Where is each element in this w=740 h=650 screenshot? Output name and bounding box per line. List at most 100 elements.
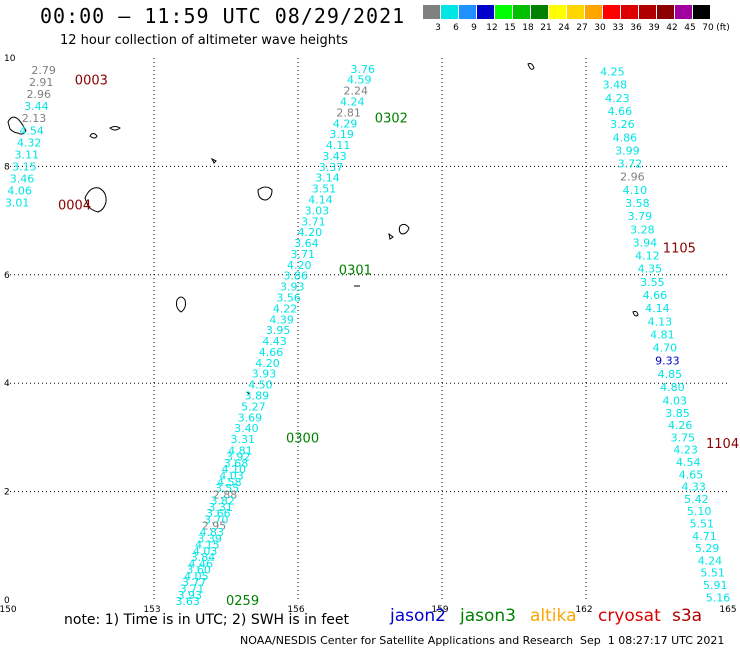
wave-height-value: 3.71: [291, 248, 316, 261]
wave-height-value: 4.43: [262, 335, 287, 348]
wave-height-value: 4.24: [698, 554, 723, 567]
pass-labels: 0003 0004 0302 0301 0300 0259 1105 1104: [58, 74, 739, 609]
island-outline: [210, 157, 217, 164]
color-swatch: [675, 5, 692, 19]
wave-height-value: 4.54: [19, 124, 44, 137]
wave-height-value: 3.44: [24, 100, 49, 113]
color-swatch: [423, 5, 440, 19]
wave-height-value: 4.29: [333, 117, 358, 130]
wave-height-value: 4.03: [219, 470, 244, 483]
wave-height-value: 3.64: [294, 237, 319, 250]
color-legend-label: 12: [486, 23, 498, 33]
color-legend-label: 33: [612, 23, 624, 33]
wave-height-value: 4.10: [222, 463, 247, 476]
wave-height-value: 3.48: [603, 79, 628, 92]
island-outline: [257, 186, 273, 201]
wave-height-value: 3.72: [618, 158, 643, 171]
wave-height-value: 3.76: [351, 63, 376, 76]
color-legend-label: 39: [648, 23, 660, 33]
track-0003: 2.792.912.963.442.134.544.323.113.153.46…: [5, 64, 56, 210]
wave-height-value: 4.24: [340, 96, 365, 109]
pass-time-label: 0301: [339, 263, 372, 278]
lat-tick-label: 10: [4, 54, 16, 64]
wave-height-value: 4.20: [298, 226, 323, 239]
satellite-legend-item: s3a: [672, 606, 703, 626]
wave-height-value: 2.96: [27, 88, 52, 101]
color-swatch: [693, 5, 710, 19]
wave-height-value: 4.66: [608, 105, 633, 118]
color-legend-label: 30: [594, 23, 606, 33]
wave-height-value: 3.95: [266, 324, 291, 337]
wave-height-value: 2.88: [213, 488, 238, 501]
pass-time-label: 0004: [58, 198, 91, 213]
island-outline: [388, 232, 394, 240]
wave-height-value: 3.93: [280, 281, 305, 294]
wave-height-value: 4.12: [635, 250, 660, 263]
color-swatch: [513, 5, 530, 19]
lat-tick-label: 2: [4, 488, 10, 498]
wave-height-value: 4.14: [645, 302, 670, 315]
wave-height-value: 4.58: [217, 476, 242, 489]
wave-height-value: 4.26: [668, 419, 693, 432]
pass-time-label: 0003: [75, 74, 108, 89]
wave-height-value: 4.11: [326, 139, 351, 152]
color-legend-label: 9: [471, 23, 477, 33]
wave-height-value: 2.81: [336, 106, 361, 119]
lon-tick-label: 150: [0, 605, 17, 615]
wave-height-value: 2.95: [202, 520, 227, 533]
wave-height-value: 4.14: [308, 193, 333, 206]
color-legend-unit: (ft): [716, 23, 730, 33]
wave-height-value: 4.66: [259, 346, 284, 359]
wave-height-value: 4.66: [643, 289, 668, 302]
pass-time-label: 0259: [226, 594, 259, 609]
island-outline: [632, 310, 639, 317]
wave-height-value: 3.99: [615, 144, 640, 157]
wave-height-value: 4.81: [228, 444, 253, 457]
color-legend-label: 3: [435, 23, 441, 33]
pass-time-label: 1104: [706, 437, 739, 452]
wave-height-value: 4.35: [638, 263, 663, 276]
wave-height-value: 3.51: [312, 183, 337, 196]
wave-height-value: 3.46: [10, 173, 35, 186]
generation-timestamp: Sep 1 08:27:17 UTC 2021: [580, 634, 725, 647]
track-0302-0301: 3.764.592.244.242.814.293.194.113.433.37…: [231, 63, 375, 446]
wave-height-value: 3.60: [186, 564, 211, 577]
wave-height-value: 3.93: [178, 589, 203, 602]
wave-height-value: 4.13: [648, 315, 673, 328]
wave-height-value: 4.46: [189, 557, 214, 570]
map-grid: 150 153 156 159 162 165 0 2 4 6 8 10: [0, 54, 737, 615]
island-outline: [84, 187, 107, 213]
wave-height-value: 3.37: [319, 161, 344, 174]
pass-time-label: 1105: [663, 242, 696, 257]
wave-height-value: 2.79: [31, 64, 56, 77]
footer-note: note: 1) Time is in UTC; 2) SWH is in fe…: [64, 612, 350, 628]
wave-height-value: 4.80: [660, 381, 685, 394]
wave-height-value: 3.94: [633, 236, 658, 249]
wave-height-value: 3.70: [204, 513, 229, 526]
color-legend-label: 36: [630, 23, 642, 33]
color-swatch: [621, 5, 638, 19]
island-outline: [176, 296, 186, 313]
color-legend-label: 15: [504, 23, 516, 33]
wave-height-value: 3.15: [12, 160, 37, 173]
satellite-legend-item: jason3: [460, 606, 516, 626]
wave-height-value: 3.43: [322, 150, 347, 163]
wave-height-value: 4.22: [273, 302, 298, 315]
wave-height-value: 5.27: [241, 400, 266, 413]
color-swatch: [603, 5, 620, 19]
wave-height-value: 4.54: [676, 456, 701, 469]
wave-height-value: 3.56: [276, 291, 301, 304]
color-swatch: [495, 5, 512, 19]
island-outline: [246, 391, 250, 395]
wave-height-value: 2.91: [29, 76, 54, 89]
wave-height-value: 4.81: [650, 328, 675, 341]
wave-height-value: 4.20: [287, 259, 312, 272]
wave-height-value: 9.33: [655, 355, 680, 368]
wave-height-value: 3.28: [630, 223, 655, 236]
color-swatch: [441, 5, 458, 19]
wave-height-value: 5.51: [690, 518, 715, 531]
lon-tick-label: 153: [143, 605, 160, 615]
island-outline: [89, 133, 98, 139]
color-legend-label: 70: [702, 23, 714, 33]
wave-height-value: 4.70: [653, 342, 678, 355]
